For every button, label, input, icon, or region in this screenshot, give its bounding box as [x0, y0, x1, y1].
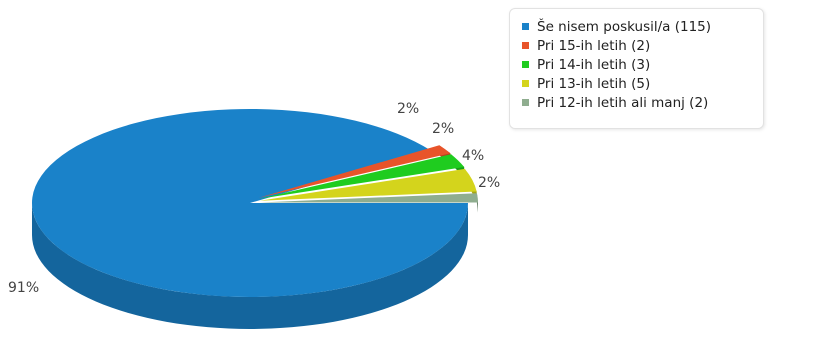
pie-slice-age-12-or-less [259, 193, 478, 203]
pie-percent-label-not-tried: 91% [8, 280, 39, 296]
legend-label-not-tried: Še nisem poskusil/a (115) [537, 18, 712, 35]
legend-item-not-tried: Še nisem poskusil/a (115) [522, 17, 763, 36]
pie-percent-label-age-12-or-less: 2% [478, 175, 500, 191]
legend-item-age-12-or-less: Pri 12-ih letih ali manj (2) [522, 93, 763, 112]
legend-item-age-14: Pri 14-ih letih (3) [522, 55, 763, 74]
pie-slice-side-not-tried [32, 203, 468, 329]
legend-label-age-15: Pri 15-ih letih (2) [537, 37, 651, 54]
legend-swatch-not-tried [522, 23, 529, 30]
pie-percent-label-age-14: 2% [432, 121, 454, 137]
pie-slice-not-tried [31, 108, 468, 297]
legend-swatch-age-12-or-less [522, 99, 529, 106]
pie-slice-age-14 [259, 154, 465, 199]
legend-swatch-age-15 [522, 42, 529, 49]
pie-percent-label-age-13: 4% [462, 148, 484, 164]
legend-swatch-age-14 [522, 61, 529, 68]
legend-item-age-15: Pri 15-ih letih (2) [522, 36, 763, 55]
legend-label-age-14: Pri 14-ih letih (3) [537, 56, 651, 73]
legend-label-age-13: Pri 13-ih letih (5) [537, 75, 651, 92]
legend: Še nisem poskusil/a (115) Pri 15-ih leti… [509, 8, 764, 129]
pie-slice-age-13 [259, 168, 477, 201]
legend-swatch-age-13 [522, 80, 529, 87]
pie-slice-age-15 [258, 145, 451, 198]
pie-percent-label-age-15: 2% [397, 101, 419, 117]
legend-label-age-12-or-less: Pri 12-ih letih ali manj (2) [537, 94, 709, 111]
legend-item-age-13: Pri 13-ih letih (5) [522, 74, 763, 93]
